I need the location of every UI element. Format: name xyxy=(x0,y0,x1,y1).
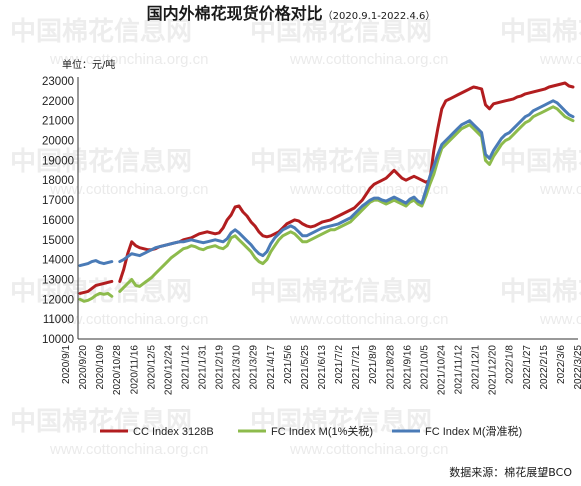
y-tick-label: 11000 xyxy=(43,314,74,326)
y-tick-labels: 10000 11000 12000 13000 14000 15000 16000 17000… xyxy=(42,76,74,346)
legend-label-3: FC Index M(滑准税) xyxy=(425,424,522,438)
y-tick-label: 13000 xyxy=(42,274,74,286)
x-tick-label: 2021/1/31 xyxy=(198,345,209,390)
legend: CC Index 3128B FC Index M(1%关税) FC Index M… xyxy=(100,424,522,438)
x-tick-label: 2021/11/12 xyxy=(454,345,465,395)
legend-label-1: CC Index 3128B xyxy=(133,426,214,438)
x-tick-label: 2022/1/8 xyxy=(505,345,516,384)
y-tick-label: 16000 xyxy=(42,215,74,227)
watermark-text: 中国棉花信息网 xyxy=(500,146,581,177)
y-tick-label: 14000 xyxy=(42,255,74,267)
y-tick-label: 21000 xyxy=(42,116,74,128)
y-tick-label: 19000 xyxy=(42,155,74,167)
x-tick-label: 2021/2/19 xyxy=(215,345,226,390)
watermark-text: 中国棉花信息网 xyxy=(250,276,432,307)
watermark-url: www.cottonchina.org.cn xyxy=(539,311,581,328)
x-tick-label: 2021/10/5 xyxy=(419,345,430,390)
watermark-text: 中国棉花信息网 xyxy=(10,16,192,47)
x-tick-label: 2020/9/1 xyxy=(61,345,72,384)
y-tick-label: 12000 xyxy=(42,294,74,306)
x-tick-label: 2020/11/16 xyxy=(129,345,140,395)
x-tick-label: 2021/5/25 xyxy=(300,345,311,390)
series-line-3 xyxy=(78,99,575,268)
watermark-text: 中国棉花信息网 xyxy=(250,146,432,177)
source-note: 数据来源：棉花展望BCO xyxy=(449,465,572,479)
x-tick-label: 2022/3/6 xyxy=(556,345,567,384)
x-tick-label: 2021/3/29 xyxy=(249,345,260,390)
x-tick-label: 2022/1/27 xyxy=(522,345,533,390)
watermark-text: 中国棉花信息网 xyxy=(500,276,581,307)
watermark-url: www.cottonchina.org.cn xyxy=(289,51,448,68)
x-tick-label: 2020/10/9 xyxy=(95,345,106,390)
x-tick-label: 2021/6/13 xyxy=(317,345,328,390)
series-line-1 xyxy=(78,81,575,295)
x-tick-label: 2021/7/21 xyxy=(351,345,362,390)
y-axis-unit-label: 单位：元/吨 xyxy=(62,58,115,71)
x-tick-label: 2021/12/1 xyxy=(471,345,482,390)
legend-label-2: FC Index M(1%关税) xyxy=(271,424,373,438)
watermark-url: www.cottonchina.org.cn xyxy=(539,51,581,68)
x-tick-label: 2021/12/20 xyxy=(488,345,499,395)
x-tick-label: 2021/8/28 xyxy=(385,345,396,390)
series-line-2 xyxy=(78,105,575,303)
x-tick-label: 2021/5/6 xyxy=(283,345,294,384)
watermark-text: 中国棉花信息网 xyxy=(10,146,192,177)
y-tick-label: 17000 xyxy=(42,195,74,207)
x-tick-label: 2021/3/10 xyxy=(232,345,243,390)
x-tick-labels: 2020/9/1 2020/9/20 2020/10/9 2020/10/28 2020… xyxy=(61,345,581,395)
x-tick-label: 2021/7/2 xyxy=(334,345,345,384)
x-tick-label: 2021/1/12 xyxy=(181,345,192,390)
x-tick-label: 2021/9/16 xyxy=(402,345,413,390)
watermark-url: www.cottonchina.org.cn xyxy=(49,441,208,458)
x-tick-label: 2022/3/25 xyxy=(573,345,581,390)
watermark-url: www.cottonchina.org.cn xyxy=(49,181,208,198)
watermark-url: www.cottonchina.org.cn xyxy=(289,441,448,458)
watermark-text: 中国棉花信息网 xyxy=(500,16,581,47)
x-tick-label: 2020/12/5 xyxy=(146,345,157,390)
x-tick-label: 2021/8/9 xyxy=(368,345,379,384)
y-tick-label: 18000 xyxy=(42,175,74,187)
watermark-url: www.cottonchina.org.cn xyxy=(289,311,448,328)
y-tick-label: 20000 xyxy=(42,136,74,148)
chart-subtitle: （2020.9.1-2022.4.6） xyxy=(323,10,436,22)
y-tick-label: 22000 xyxy=(42,96,74,108)
series-layer xyxy=(78,81,575,303)
y-tick-label: 10000 xyxy=(42,334,74,346)
watermark-url: www.cottonchina.org.cn xyxy=(539,181,581,198)
axes xyxy=(77,77,578,340)
watermark-url: www.cottonchina.org.cn xyxy=(49,311,208,328)
y-tick-label: 23000 xyxy=(42,76,74,88)
x-tick-label: 2021/4/17 xyxy=(266,345,277,390)
x-tick-label: 2020/10/28 xyxy=(112,345,123,395)
watermark-layer: 中国棉花信息网 www.cottonchina.org.cn 中国棉花信息网 www.… xyxy=(10,16,581,458)
chart-title: 国内外棉花现货价格对比（2020.9.1-2022.4.6） xyxy=(147,4,436,23)
x-tick-label: 2020/12/24 xyxy=(163,345,174,395)
x-tick-label: 2021/10/24 xyxy=(437,345,448,395)
x-tick-label: 2020/9/20 xyxy=(78,345,89,390)
y-tick-label: 15000 xyxy=(42,235,74,247)
watermark-url: www.cottonchina.org.cn xyxy=(49,51,208,68)
watermark-text: 中国棉花信息网 xyxy=(10,276,192,307)
chart-title-main: 国内外棉花现货价格对比 xyxy=(147,4,323,23)
watermark-text: 中国棉花信息网 xyxy=(250,16,432,47)
x-tick-label: 2022/2/15 xyxy=(539,345,550,390)
